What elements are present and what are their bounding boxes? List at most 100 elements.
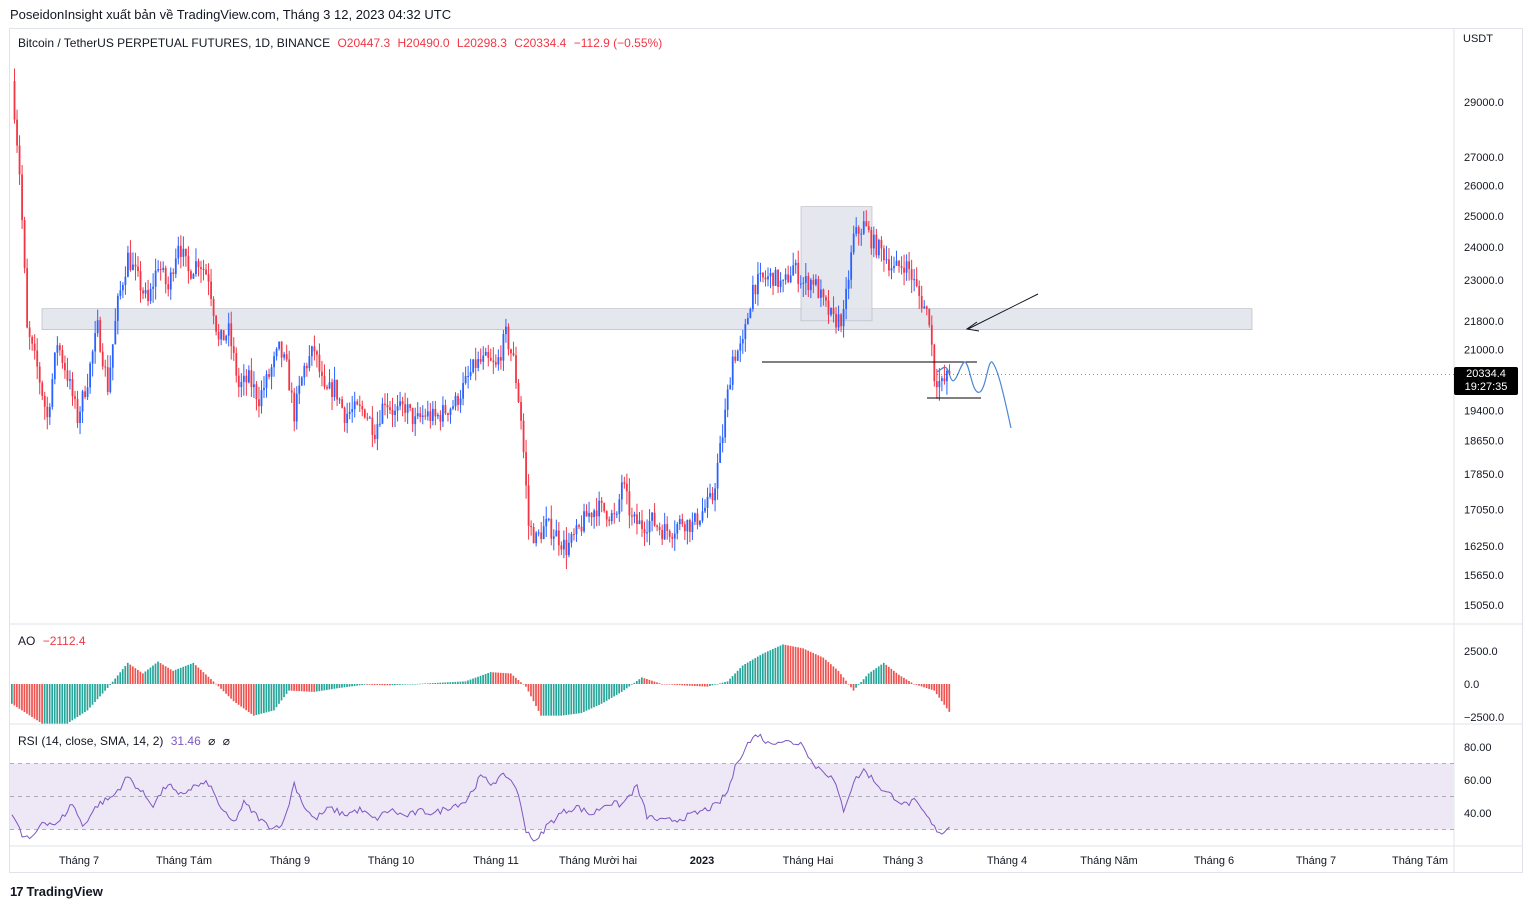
candle [877,238,880,259]
candle [814,274,817,287]
candle [918,280,921,310]
candle-body [560,545,563,550]
ao-bar [812,652,815,684]
candle [794,259,797,274]
ao-title[interactable]: AO [18,634,36,648]
candle [694,512,696,526]
candle [764,270,767,287]
candle [532,523,535,544]
candle [880,236,883,262]
candle [341,396,344,409]
rsi-tick-label: 80.00 [1464,742,1492,754]
ao-bar [817,655,820,684]
candle-body [918,285,921,296]
candle [79,406,81,435]
ao-bar [313,684,316,692]
candle-body [258,399,260,407]
ao-bar [532,684,535,702]
candle-body [477,359,480,368]
candle-body [225,335,228,341]
ao-bar [552,684,555,716]
candle-body [867,226,870,231]
candle-body [429,411,432,421]
rsi-title[interactable]: RSI (14, close, SMA, 14, 2) [18,734,164,748]
ao-bar [86,684,89,711]
candle-body [638,520,641,525]
ao-bar [542,684,545,716]
ao-bar [389,684,391,686]
ao-bar [925,684,928,689]
candle-body [51,379,54,408]
candle [517,379,520,404]
ao-bar [285,684,288,694]
price-tick-label: 23000.0 [1464,275,1504,287]
candle-body [384,403,386,405]
price-tick-label: 17850.0 [1464,469,1504,481]
candle [134,252,137,281]
candle [89,361,92,394]
ao-bar [704,684,706,687]
price-tick-label: 27000.0 [1464,152,1504,164]
ao-bar [557,684,560,716]
candle [855,217,858,237]
ao-bar [159,663,162,684]
tradingview-logo[interactable]: 17 TradingView [10,884,103,899]
candle-body [575,525,578,535]
candle [376,411,379,451]
ohlc-high: H20490.0 [397,36,450,50]
candle-body [23,220,26,269]
ao-bar [502,672,505,684]
candle-body [777,269,779,287]
candle [704,499,706,514]
candle [787,265,790,284]
candle [159,261,162,281]
candle-body [681,519,684,525]
ao-bar [162,664,164,684]
candle [648,509,651,546]
time-tick-label: Tháng 3 [883,855,923,867]
candle-body [494,362,497,365]
candle [379,410,381,427]
ao-bar [613,684,615,697]
time-axis: Tháng 7 Tháng Tám Tháng 9 Tháng 10 Tháng 11 T… [59,855,1448,867]
candle [484,347,487,356]
ao-bar [68,684,71,722]
ao-bar [157,661,159,684]
candle [555,519,558,537]
candle [580,515,583,536]
candle [688,518,691,543]
candle [736,349,739,362]
candle-body [673,533,676,539]
candle-body [807,276,810,291]
ao-bar [746,662,749,684]
ao-bar [915,684,918,685]
ao-bar [250,684,253,714]
candle-body [313,346,316,352]
candle-body [943,378,946,382]
ao-bar [444,682,447,684]
candle [459,390,462,413]
currency-label[interactable]: USDT [1463,33,1493,45]
candle-body [633,514,636,517]
candle [43,391,46,420]
candle [192,272,195,279]
ao-bar [43,684,46,724]
candle [940,375,943,392]
candle [605,510,608,527]
candle-body [346,413,349,424]
ao-bar [484,673,487,684]
candle-body [646,532,648,534]
price-tick-label: 16250.0 [1464,541,1504,553]
ao-bar [210,679,212,684]
candle-body [487,351,490,358]
candle-body [704,507,706,512]
candle [595,498,598,527]
candle-body [13,81,16,120]
symbol-title[interactable]: Bitcoin / TetherUS PERPETUAL FUTURES, 1D… [18,36,331,50]
candle [58,342,61,356]
candle [323,364,326,390]
candle-body [396,406,399,411]
ao-bar [399,684,401,685]
time-tick-label: Tháng Năm [1080,855,1137,867]
